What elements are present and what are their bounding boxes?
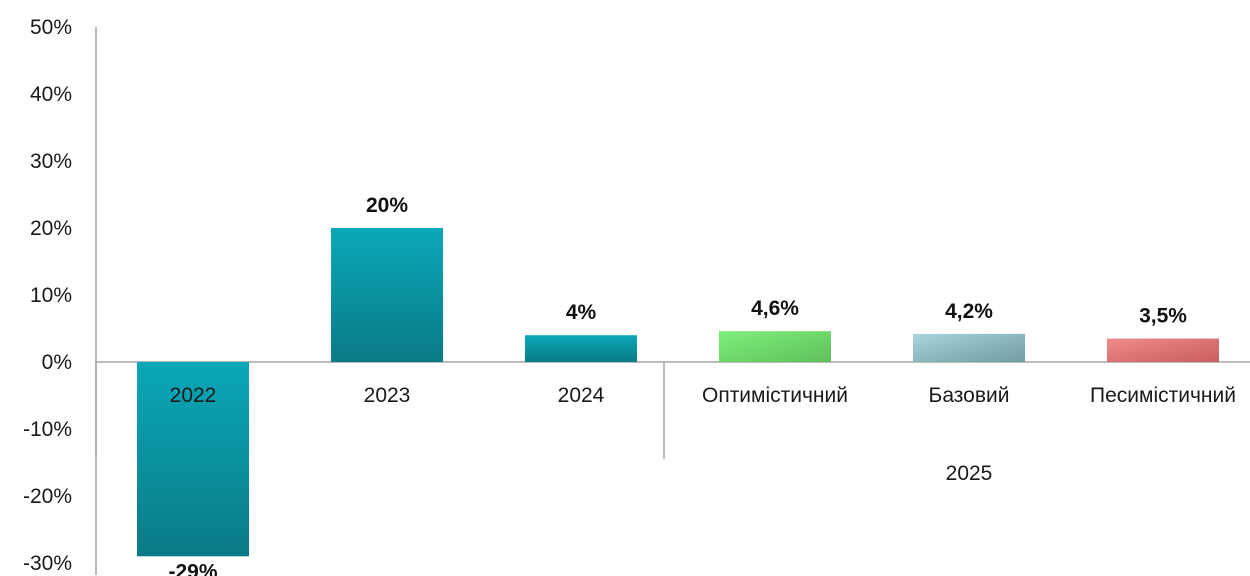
data-label: 4,6% xyxy=(751,297,799,320)
data-label: 4,2% xyxy=(945,300,993,323)
y-tick-label: 10% xyxy=(30,284,72,307)
bar-3 xyxy=(525,335,637,362)
y-tick-label: -10% xyxy=(23,418,72,441)
bar-4 xyxy=(719,331,831,362)
data-label: 4% xyxy=(566,301,597,324)
category-labels: 2022 2023 2024 Оптимістичний Базовий Песиміст… xyxy=(170,384,1236,407)
data-label: -29% xyxy=(168,560,217,576)
y-tick-label: 0% xyxy=(42,351,72,374)
category-label: 2024 xyxy=(558,384,605,407)
bar-2 xyxy=(331,228,443,362)
category-label: Базовий xyxy=(929,384,1010,407)
category-label: Оптимістичний xyxy=(702,384,848,407)
data-label: 20% xyxy=(366,194,408,217)
y-axis-ticks: 50% 40% 30% 20% 10% 0% -10% -20% -30% xyxy=(23,16,72,575)
y-tick-label: 30% xyxy=(30,150,72,173)
category-label: 2023 xyxy=(364,384,411,407)
y-tick-label: -30% xyxy=(23,552,72,575)
y-tick-label: 20% xyxy=(30,217,72,240)
bar-6 xyxy=(1107,338,1219,362)
data-labels: -29% 20% 4% 4,6% 4,2% 3,5% xyxy=(168,194,1187,576)
axes xyxy=(95,27,1250,575)
y-tick-label: 40% xyxy=(30,83,72,106)
bar-5 xyxy=(913,333,1025,362)
y-tick-label: -20% xyxy=(23,485,72,508)
category-label: 2022 xyxy=(170,384,217,407)
group-labels: 2025 xyxy=(95,362,993,485)
category-label: Песимістичний xyxy=(1090,384,1236,407)
group-label: 2025 xyxy=(946,462,993,485)
bar-1 xyxy=(137,362,249,557)
bars xyxy=(137,228,1219,557)
data-label: 3,5% xyxy=(1139,305,1187,328)
y-tick-label: 50% xyxy=(30,16,72,39)
